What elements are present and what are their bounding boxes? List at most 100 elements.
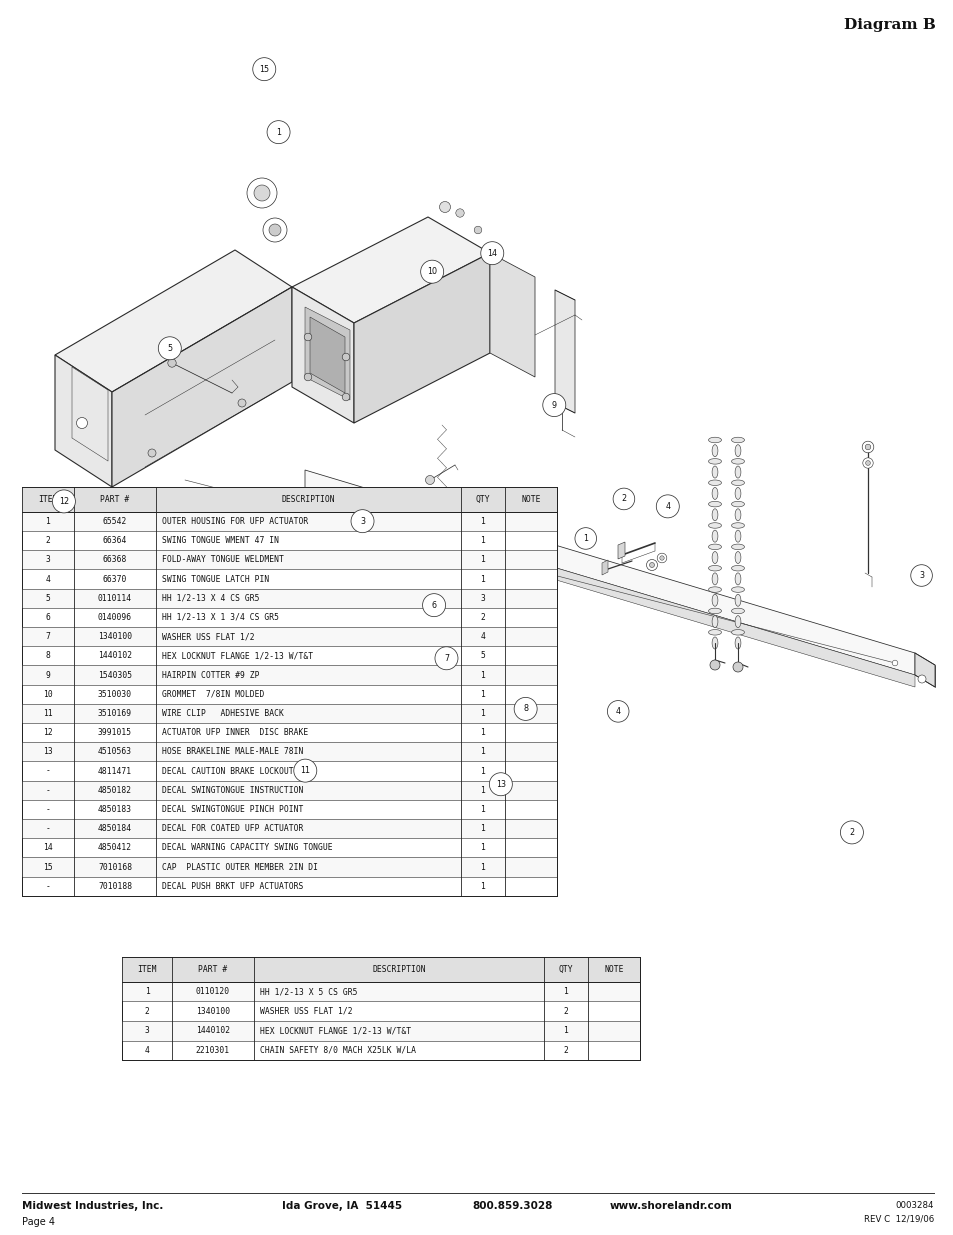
Text: 0140096: 0140096	[98, 613, 132, 622]
Text: CAP  PLASTIC OUTER MEMBER 2IN DI: CAP PLASTIC OUTER MEMBER 2IN DI	[162, 862, 317, 872]
Polygon shape	[305, 308, 350, 400]
Text: 1340100: 1340100	[195, 1007, 230, 1015]
Ellipse shape	[735, 637, 740, 650]
Ellipse shape	[731, 630, 743, 635]
Text: -: -	[46, 824, 51, 834]
Text: 4: 4	[615, 706, 620, 716]
Ellipse shape	[708, 480, 720, 485]
Ellipse shape	[711, 530, 718, 542]
Ellipse shape	[731, 480, 743, 485]
Circle shape	[263, 219, 287, 242]
Text: 7010168: 7010168	[98, 862, 132, 872]
Circle shape	[422, 594, 445, 616]
Bar	[22, 819, 557, 839]
Circle shape	[52, 490, 75, 513]
Text: 1: 1	[480, 785, 485, 794]
Text: 6: 6	[46, 613, 51, 622]
Text: 15: 15	[43, 862, 52, 872]
Circle shape	[840, 821, 862, 844]
Text: 66364: 66364	[103, 536, 127, 545]
Text: NOTE: NOTE	[520, 495, 540, 504]
Ellipse shape	[731, 501, 743, 506]
Text: 66370: 66370	[103, 574, 127, 583]
Text: 2210301: 2210301	[195, 1046, 230, 1055]
Ellipse shape	[731, 437, 743, 443]
Circle shape	[910, 564, 931, 587]
Text: 8: 8	[46, 651, 51, 661]
Polygon shape	[601, 559, 607, 576]
Text: 1: 1	[563, 987, 568, 997]
Text: 4510563: 4510563	[98, 747, 132, 756]
Text: DECAL PUSH BRKT UFP ACTUATORS: DECAL PUSH BRKT UFP ACTUATORS	[162, 882, 303, 890]
Text: 1440102: 1440102	[195, 1026, 230, 1035]
Circle shape	[474, 226, 481, 233]
Circle shape	[436, 501, 447, 513]
Text: 1: 1	[480, 671, 485, 679]
Text: 1: 1	[46, 517, 51, 526]
Text: 0110120: 0110120	[195, 987, 230, 997]
Text: Midwest Industries, Inc.: Midwest Industries, Inc.	[22, 1200, 163, 1212]
Text: -: -	[46, 805, 51, 814]
Bar	[122, 982, 639, 1002]
Text: 2: 2	[563, 1046, 568, 1055]
Text: 66368: 66368	[103, 556, 127, 564]
Text: 4: 4	[46, 574, 51, 583]
Text: 0003284: 0003284	[895, 1200, 933, 1210]
Text: HEX LOCKNUT FLANGE 1/2-13 W/T&T: HEX LOCKNUT FLANGE 1/2-13 W/T&T	[162, 651, 313, 661]
Circle shape	[435, 647, 457, 669]
Text: 1: 1	[480, 556, 485, 564]
Bar	[22, 627, 557, 646]
Text: PART #: PART #	[198, 965, 228, 974]
Bar	[22, 487, 557, 511]
Circle shape	[613, 488, 634, 510]
Text: 9: 9	[46, 671, 51, 679]
Ellipse shape	[708, 608, 720, 614]
Circle shape	[168, 359, 176, 367]
Ellipse shape	[708, 630, 720, 635]
Ellipse shape	[735, 466, 740, 478]
Text: 14: 14	[487, 248, 497, 258]
Text: 15: 15	[259, 64, 269, 74]
Ellipse shape	[711, 637, 718, 650]
Bar	[22, 589, 557, 608]
Ellipse shape	[731, 522, 743, 529]
Polygon shape	[914, 653, 934, 687]
Text: DECAL SWINGTONGUE INSTRUCTION: DECAL SWINGTONGUE INSTRUCTION	[162, 785, 303, 794]
Circle shape	[862, 458, 872, 468]
Text: 1: 1	[145, 987, 150, 997]
Text: WIRE CLIP   ADHESIVE BACK: WIRE CLIP ADHESIVE BACK	[162, 709, 284, 718]
Polygon shape	[292, 287, 354, 424]
Circle shape	[253, 185, 270, 201]
Text: 1: 1	[480, 729, 485, 737]
Text: 1: 1	[480, 689, 485, 699]
Text: www.shorelandr.com: www.shorelandr.com	[609, 1200, 732, 1212]
Circle shape	[237, 399, 246, 408]
Text: 3: 3	[918, 571, 923, 580]
Text: ITEM: ITEM	[137, 965, 156, 974]
Text: SWING TONGUE WMENT 47 IN: SWING TONGUE WMENT 47 IN	[162, 536, 278, 545]
Circle shape	[891, 661, 897, 666]
Circle shape	[917, 676, 925, 683]
Text: -: -	[46, 767, 51, 776]
Ellipse shape	[708, 545, 720, 550]
Text: Page 4: Page 4	[22, 1216, 55, 1228]
Ellipse shape	[711, 509, 718, 521]
Circle shape	[732, 662, 742, 672]
Ellipse shape	[735, 573, 740, 585]
Text: 1: 1	[480, 844, 485, 852]
Text: -: -	[46, 882, 51, 890]
Bar	[22, 704, 557, 722]
Text: 2: 2	[620, 494, 626, 504]
Text: 2: 2	[46, 536, 51, 545]
Text: 3510030: 3510030	[98, 689, 132, 699]
Text: 0110114: 0110114	[98, 594, 132, 603]
Circle shape	[247, 178, 276, 207]
Text: WASHER USS FLAT 1/2: WASHER USS FLAT 1/2	[162, 632, 254, 641]
Text: 7010188: 7010188	[98, 882, 132, 890]
Text: 1: 1	[582, 534, 588, 543]
Text: -: -	[46, 785, 51, 794]
Polygon shape	[112, 287, 292, 487]
Text: GROMMET  7/8IN MOLDED: GROMMET 7/8IN MOLDED	[162, 689, 264, 699]
Circle shape	[420, 261, 443, 283]
Circle shape	[864, 461, 869, 466]
